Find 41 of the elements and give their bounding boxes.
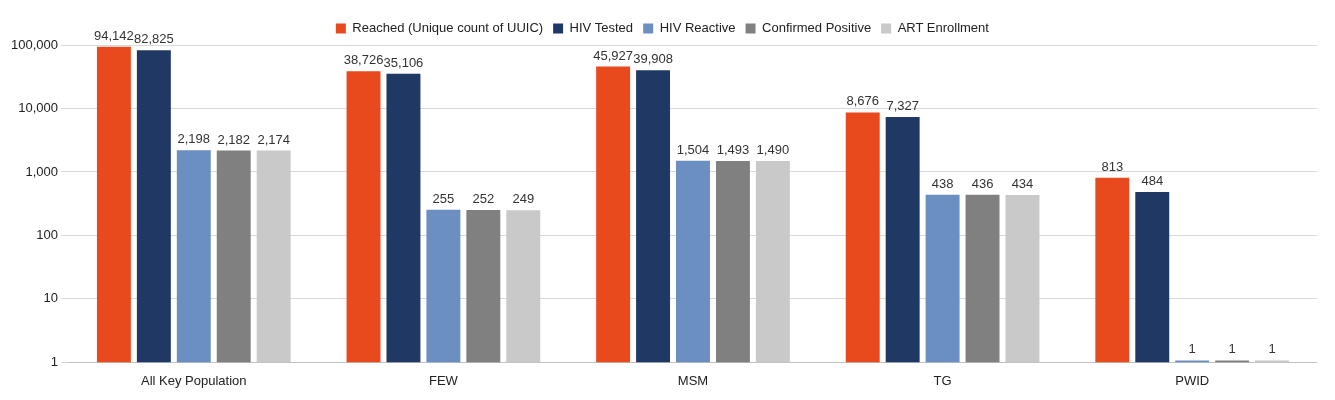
data-label: 1 xyxy=(1268,341,1276,357)
data-label: 8,676 xyxy=(846,93,879,109)
data-label: 1,504 xyxy=(676,141,710,157)
data-label: 249 xyxy=(512,191,535,207)
data-label: 255 xyxy=(432,190,455,206)
data-label: 82,825 xyxy=(133,31,174,47)
legend-label: Confirmed Positive xyxy=(762,20,872,36)
data-label: 1 xyxy=(1228,341,1236,357)
data-label: 38,726 xyxy=(343,52,384,68)
data-label: 436 xyxy=(971,175,994,191)
data-label: 2,198 xyxy=(177,131,211,147)
data-label: 1,490 xyxy=(756,142,790,158)
data-label: 94,142 xyxy=(94,27,134,43)
data-label: 7,327 xyxy=(886,98,919,114)
data-label: 1,493 xyxy=(716,141,750,157)
y-tick-label: 10 xyxy=(43,290,58,306)
x-tick-label: PWID xyxy=(1175,372,1210,388)
x-tick-label: FEW xyxy=(428,372,459,388)
data-label: 252 xyxy=(472,191,495,207)
data-label: 39,908 xyxy=(633,51,673,67)
x-tick-label: TG xyxy=(933,372,952,388)
data-label: 434 xyxy=(1011,176,1034,192)
data-label: 438 xyxy=(931,175,954,191)
data-label: 45,927 xyxy=(593,47,634,63)
y-tick-label: 100 xyxy=(36,227,58,243)
x-tick-label: MSM xyxy=(677,372,709,388)
legend-label: HIV Reactive xyxy=(659,20,736,36)
y-tick-label: 100,000 xyxy=(10,36,58,52)
data-label: 2,182 xyxy=(217,131,250,147)
data-label: 35,106 xyxy=(383,54,424,70)
data-label: 1 xyxy=(1188,341,1196,357)
data-label: 813 xyxy=(1101,158,1124,174)
data-label: 2,174 xyxy=(257,131,290,147)
y-tick-label: 1,000 xyxy=(25,163,58,179)
x-tick-label: All Key Population xyxy=(141,372,247,388)
y-tick-label: 10,000 xyxy=(18,100,58,116)
data-label: 484 xyxy=(1141,173,1164,189)
y-tick-label: 1 xyxy=(50,353,58,369)
legend-label: Reached (Unique count of UUIC) xyxy=(352,20,544,36)
legend-label: HIV Tested xyxy=(569,20,633,36)
legend-label: ART Enrollment xyxy=(897,20,990,36)
